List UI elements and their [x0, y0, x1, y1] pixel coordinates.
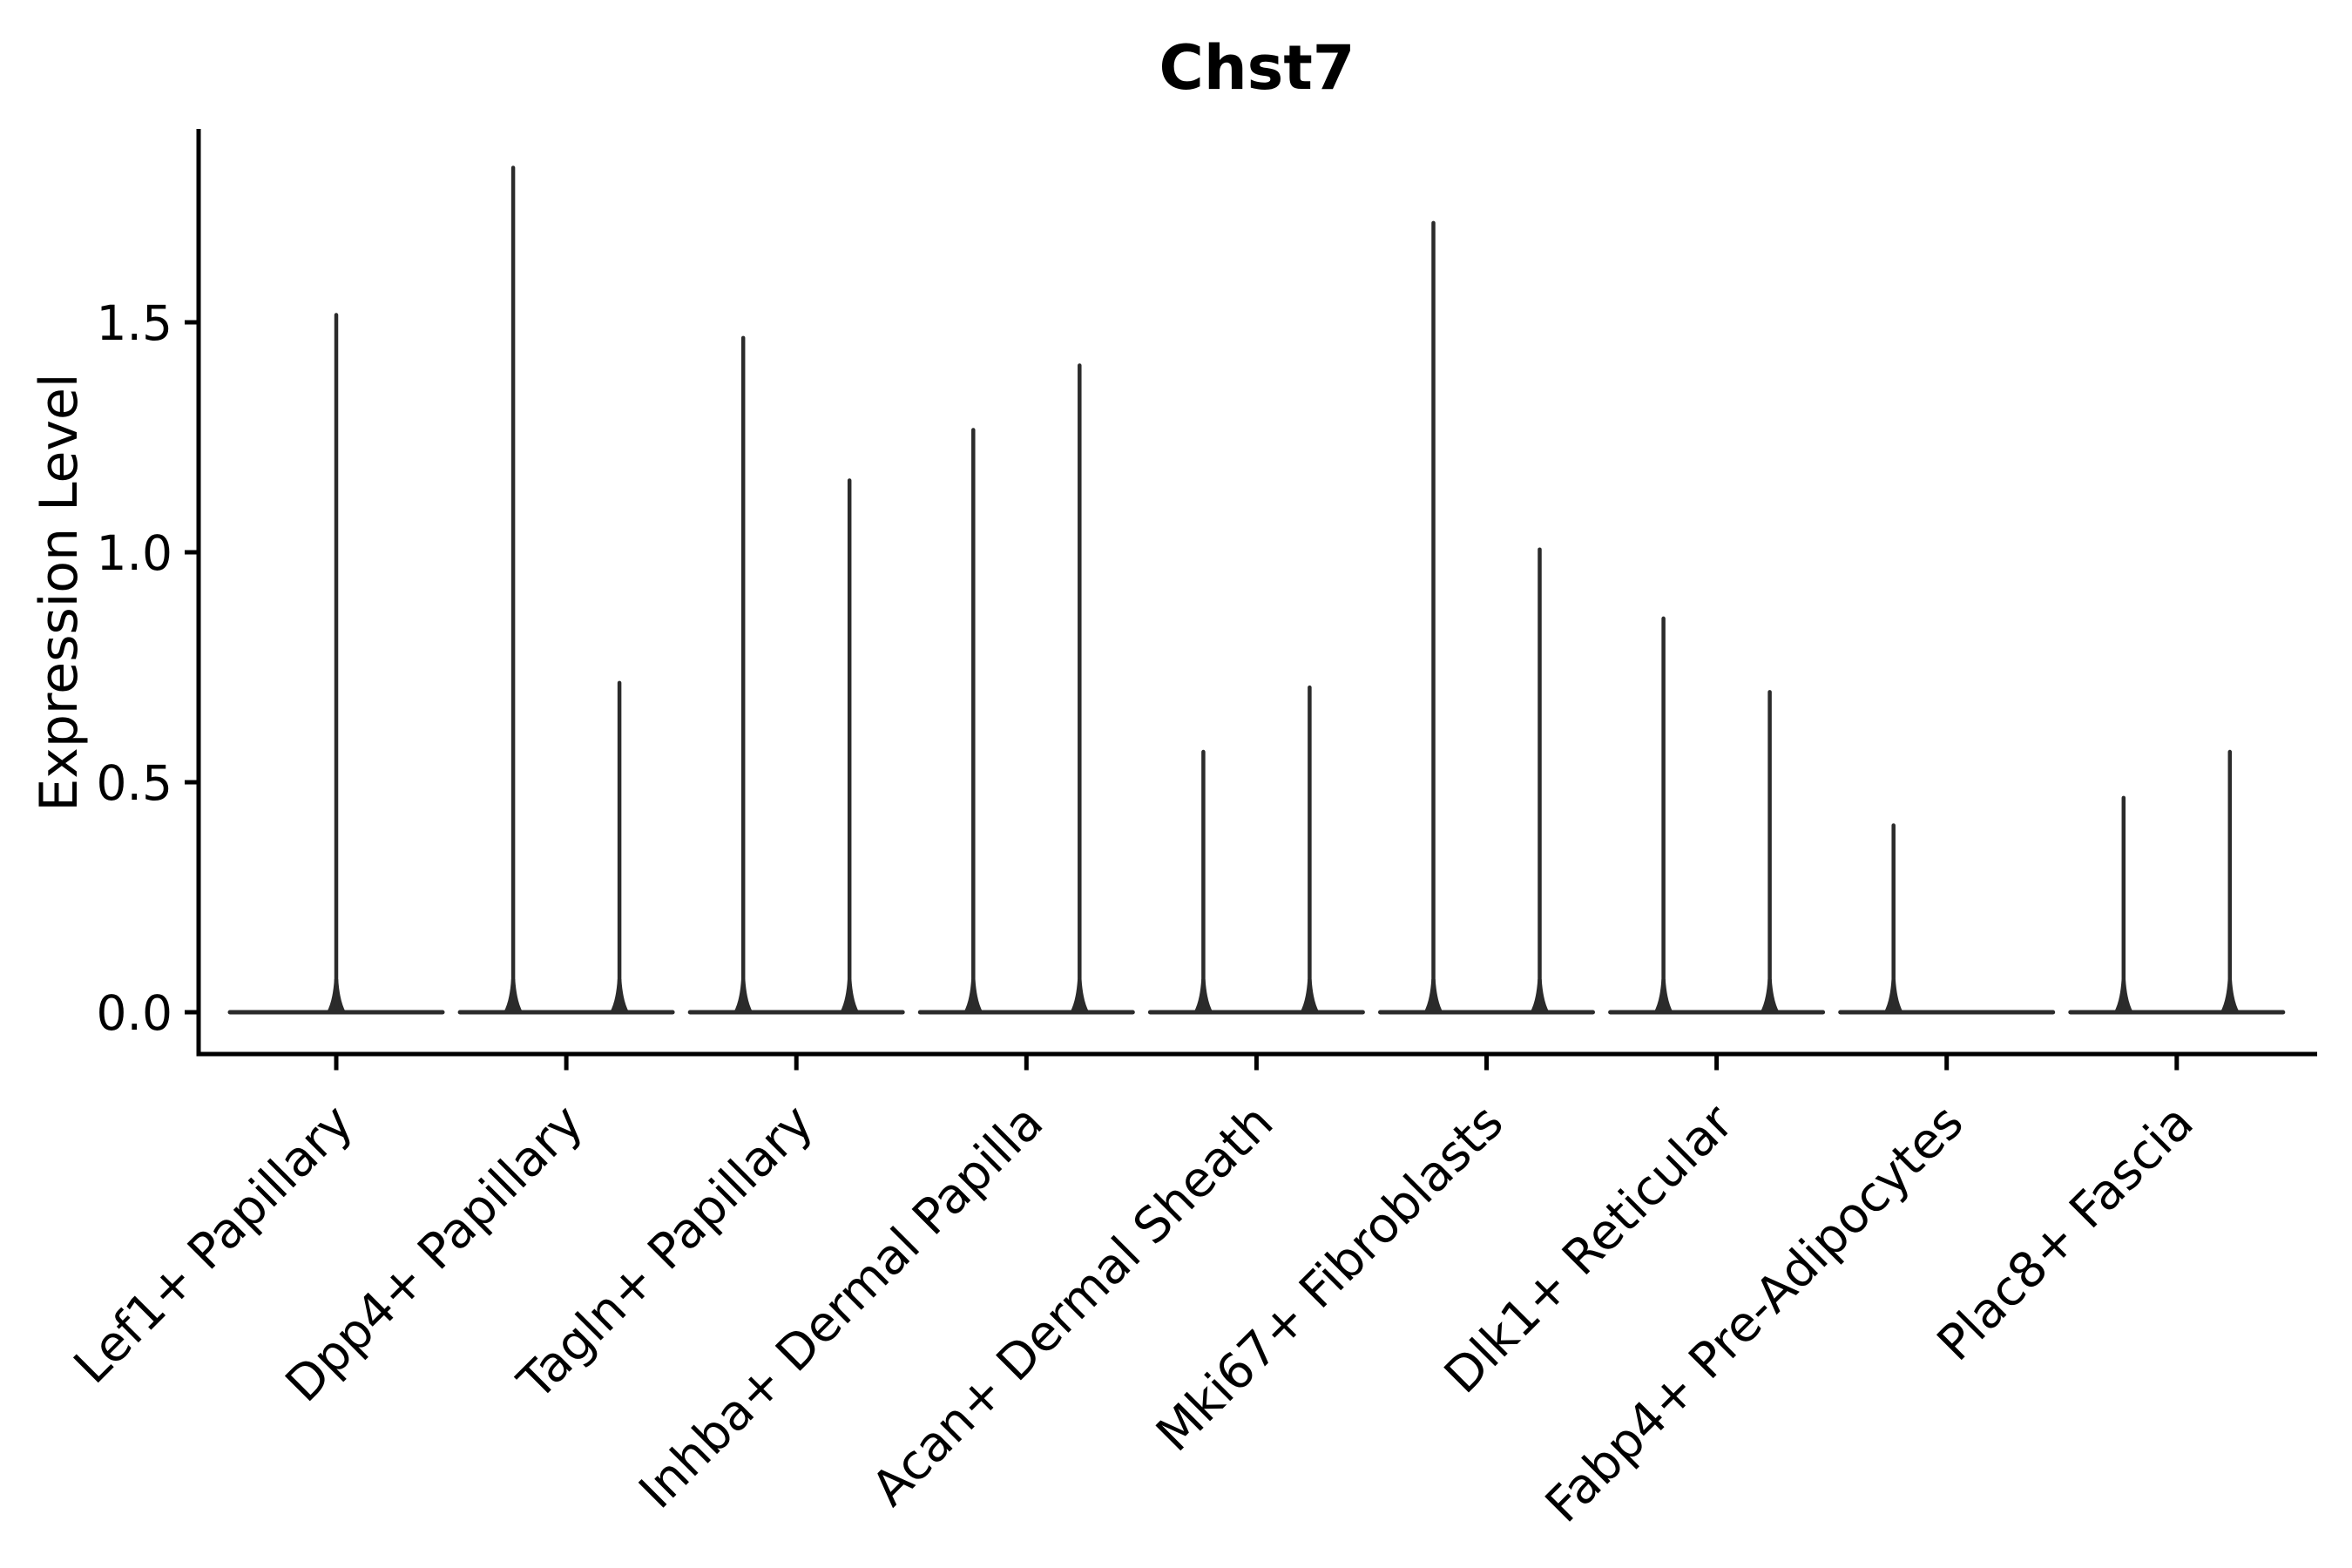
y-tick-label: 0.0 [97, 985, 172, 1041]
x-tick-label: Inhba+ Dermal Papilla [629, 1094, 1055, 1520]
y-tick-label: 0.5 [97, 755, 172, 811]
violins-group [227, 166, 2286, 1015]
chart-title: Chst7 [1159, 32, 1355, 104]
axes-group [185, 129, 2317, 1071]
x-tick-label: Fabp4+ Pre-Adipocytes [1535, 1094, 1975, 1534]
y-tick-label: 1.5 [97, 295, 172, 351]
x-tick-label: Acan+ Dermal Sheath [862, 1094, 1285, 1517]
y-tick-label: 1.0 [97, 525, 172, 581]
y-axis-label: Expression Level [29, 373, 90, 811]
y-tick-labels-group: 0.0 0.5 1.0 1.5 [97, 295, 172, 1041]
